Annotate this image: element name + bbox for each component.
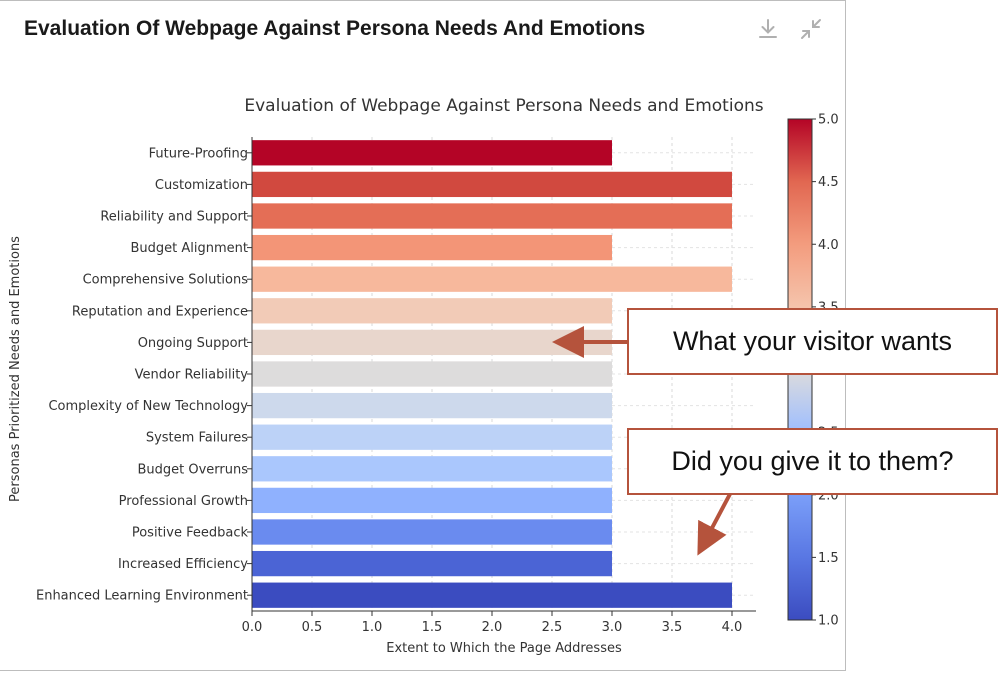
y-tick-label: Future-Proofing — [149, 146, 248, 161]
callout-bottom: Did you give it to them? — [627, 428, 998, 495]
x-tick-label: 0.5 — [302, 620, 323, 635]
bar — [252, 550, 612, 577]
y-tick-label: System Failures — [146, 431, 248, 446]
collapse-icon[interactable] — [799, 17, 823, 41]
y-tick-label: Enhanced Learning Environment — [36, 589, 248, 604]
y-axis-label: Personas Prioritized Needs and Emotions — [8, 236, 23, 502]
bar — [252, 298, 612, 324]
y-tick-label: Vendor Reliability — [135, 368, 249, 383]
bar — [252, 329, 612, 356]
chart-title: Evaluation of Webpage Against Persona Ne… — [244, 96, 763, 116]
y-tick-label: Reputation and Experience — [72, 304, 248, 319]
y-tick-label: Budget Overruns — [137, 462, 248, 477]
x-tick-label: 2.5 — [542, 620, 563, 635]
bar — [252, 361, 612, 387]
x-tick-label: 1.5 — [422, 620, 443, 635]
bar — [252, 203, 732, 229]
bar — [252, 171, 732, 198]
download-icon[interactable] — [756, 17, 780, 41]
x-tick-label: 3.5 — [662, 620, 683, 635]
bar — [252, 234, 612, 261]
y-tick-label: Complexity of New Technology — [48, 399, 248, 414]
y-tick-label: Professional Growth — [119, 494, 248, 509]
y-tick-label: Reliability and Support — [100, 210, 248, 225]
x-axis-label: Extent to Which the Page Addresses — [386, 641, 622, 656]
colorbar-tick-label: 1.0 — [818, 614, 839, 629]
x-tick-label: 0.0 — [242, 620, 263, 635]
x-tick-label: 3.0 — [602, 620, 623, 635]
bar — [252, 140, 612, 166]
bar — [252, 424, 612, 450]
colorbar-tick-label: 5.0 — [818, 113, 839, 128]
callout-top: What your visitor wants — [627, 308, 998, 375]
bar — [252, 582, 732, 608]
x-tick-label: 4.0 — [722, 620, 743, 635]
y-tick-label: Positive Feedback — [132, 526, 249, 541]
y-tick-label: Comprehensive Solutions — [83, 273, 249, 288]
x-tick-label: 2.0 — [482, 620, 503, 635]
y-tick-label: Ongoing Support — [138, 336, 248, 351]
bar — [252, 519, 612, 545]
colorbar-tick-label: 1.5 — [818, 551, 839, 566]
y-tick-label: Increased Efficiency — [118, 557, 248, 572]
bar — [252, 487, 612, 514]
colorbar-tick-label: 4.0 — [818, 238, 839, 253]
bar — [252, 392, 612, 419]
bar — [252, 456, 612, 482]
y-tick-label: Budget Alignment — [131, 241, 249, 256]
panel-title: Evaluation Of Webpage Against Persona Ne… — [24, 17, 646, 40]
colorbar-tick-label: 4.5 — [818, 175, 839, 190]
bar — [252, 266, 732, 292]
x-tick-label: 1.0 — [362, 620, 383, 635]
y-tick-label: Customization — [155, 178, 248, 193]
